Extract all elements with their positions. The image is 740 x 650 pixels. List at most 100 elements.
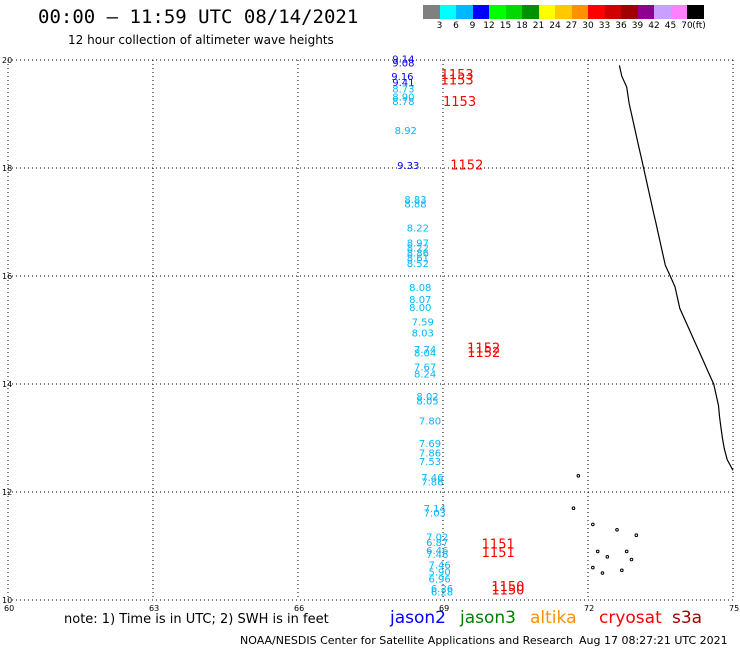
legend-swatch xyxy=(489,5,506,19)
legend-label: 6 xyxy=(453,21,459,31)
wave-height-points: 9.149.08 9.169.418.738.908.78 8.92 9.33 8.83… xyxy=(391,55,453,599)
wave-height-value: 8.03 xyxy=(412,328,434,339)
legend-swatch xyxy=(571,5,588,19)
wave-height-value: 7.46 xyxy=(426,550,448,561)
legend-swatch xyxy=(555,5,572,19)
wave-height-value: 8.86 xyxy=(407,249,429,260)
wave-height-value: 8.97 xyxy=(407,238,429,249)
wave-height-value: 7.69 xyxy=(419,439,441,450)
lat-tick-label: 12 xyxy=(2,488,12,497)
legend-label: 15 xyxy=(499,21,512,31)
credit-text: NOAA/NESDIS Center for Satellite Applica… xyxy=(240,634,574,647)
satellite-jason3: jason3 xyxy=(460,608,516,628)
wave-height-value: 8.04 xyxy=(414,348,436,359)
color-legend xyxy=(423,5,704,19)
wave-height-value: 6.46 xyxy=(426,546,448,557)
satellite-cryosat: cryosat xyxy=(599,608,662,628)
pass-time-label: 1151 xyxy=(482,538,515,553)
legend-swatch xyxy=(538,5,555,19)
legend-swatch xyxy=(687,5,704,19)
wave-height-value: 6.96 xyxy=(429,575,451,586)
pass-time-label: 1150 xyxy=(491,584,524,599)
wave-height-value: 8.88 xyxy=(404,199,426,210)
legend-label: 42 xyxy=(648,21,660,31)
wave-height-value: 9.33 xyxy=(397,161,419,172)
legend-label: 30 xyxy=(582,21,594,31)
wave-height-value: 8.22 xyxy=(407,224,429,235)
legend-swatch xyxy=(654,5,671,19)
wave-height-value: 7.02 xyxy=(426,533,448,544)
legend-label: 36 xyxy=(615,21,627,31)
footer-note: note: 1) Time is in UTC; 2) SWH is in fe… xyxy=(64,612,329,627)
lat-tick-label: 20 xyxy=(2,56,12,65)
wave-height-value: 8.05 xyxy=(416,397,438,408)
wave-height-value: 9.14 xyxy=(392,55,414,66)
pass-time-label: 1150 xyxy=(491,580,524,595)
lat-tick-label: 16 xyxy=(2,272,12,281)
legend-swatch xyxy=(472,5,489,19)
pass-time-label: 1153 xyxy=(441,68,474,83)
legend-label: 45 xyxy=(664,21,677,31)
legend-swatch xyxy=(621,5,638,19)
satellite-s3a: s3a xyxy=(672,608,703,628)
wave-height-value: 9.41 xyxy=(392,78,414,89)
wave-height-value: 7.86 xyxy=(419,448,441,459)
island-marker xyxy=(615,528,619,532)
lon-tick-label: 75 xyxy=(729,604,739,613)
wave-height-value: 6.26 xyxy=(431,584,453,595)
pass-time-label: 1152 xyxy=(467,342,500,357)
wave-height-value: 7.86 xyxy=(421,478,443,489)
lon-tick-label: 69 xyxy=(439,604,449,613)
wave-height-value: 5.90 xyxy=(429,568,451,579)
legend-swatch xyxy=(505,5,522,19)
island-marker xyxy=(624,549,629,554)
lon-tick-label: 66 xyxy=(294,604,304,613)
wave-height-value: 8.83 xyxy=(404,195,426,206)
legend-label: 24 xyxy=(549,21,561,31)
wave-height-value: 7.46 xyxy=(429,561,451,572)
lat-tick-label: 14 xyxy=(2,380,12,389)
satellite-jason2: jason2 xyxy=(390,608,446,628)
wave-height-value: 8.52 xyxy=(407,259,429,270)
legend-swatch xyxy=(439,5,456,19)
wave-height-value: 6.28 xyxy=(431,588,453,599)
island-marker xyxy=(600,571,605,575)
wave-height-value: 7.53 xyxy=(419,457,441,468)
pass-time-label: 1152 xyxy=(467,346,500,361)
wave-height-value: 8.02 xyxy=(416,392,438,403)
coastline xyxy=(571,65,734,575)
wave-height-value: 8.61 xyxy=(407,253,429,264)
legend-label: 21 xyxy=(532,21,545,31)
legend-label: 70 xyxy=(681,21,693,31)
wave-height-value: 8.00 xyxy=(409,303,431,314)
wave-height-value: 8.73 xyxy=(392,84,414,95)
wave-height-value: 7.67 xyxy=(414,363,436,374)
legend-swatch xyxy=(522,5,539,19)
legend-label: 3 xyxy=(436,21,443,31)
island-marker xyxy=(629,557,634,562)
legend-label: 27 xyxy=(565,21,578,31)
wave-height-value: 7.80 xyxy=(419,417,441,428)
wave-height-value: 8.08 xyxy=(409,283,431,294)
lat-tick-label: 18 xyxy=(2,164,12,173)
legend-label: 12 xyxy=(483,21,495,31)
lon-tick-label: 63 xyxy=(149,604,159,613)
legend-swatch xyxy=(637,5,654,19)
legend-swatch xyxy=(423,5,440,19)
wave-height-value: 7.46 xyxy=(421,473,443,484)
legend-label: (ft) xyxy=(692,21,706,31)
generated-time: Aug 17 08:27:21 UTC 2021 xyxy=(579,634,728,647)
legend-swatch xyxy=(588,5,605,19)
legend-label: 9 xyxy=(469,21,476,31)
legend-label: 39 xyxy=(631,21,644,31)
wave-height-value: 9.08 xyxy=(392,58,414,69)
island-marker xyxy=(634,533,639,538)
island-marker xyxy=(571,506,576,511)
legend-label: 18 xyxy=(516,21,528,31)
island-marker xyxy=(591,565,595,570)
wave-height-value: 7.74 xyxy=(414,345,436,356)
island-marker xyxy=(605,555,610,559)
